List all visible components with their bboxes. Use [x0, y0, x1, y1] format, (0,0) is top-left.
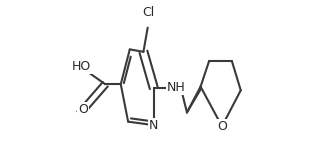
Text: HO: HO: [72, 60, 91, 73]
Text: O: O: [217, 120, 227, 133]
Text: NH: NH: [167, 81, 186, 94]
Text: Cl: Cl: [142, 6, 155, 19]
Text: O: O: [78, 103, 88, 116]
Text: N: N: [149, 119, 159, 132]
